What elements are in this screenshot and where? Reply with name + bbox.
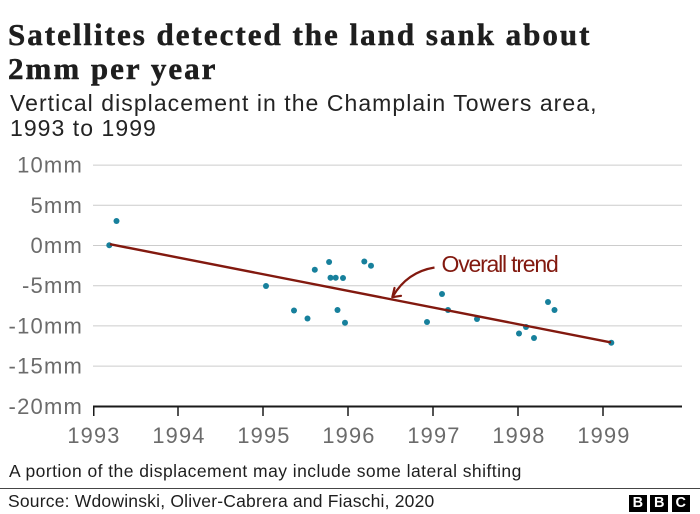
svg-text:5mm: 5mm <box>31 193 84 218</box>
svg-text:-20mm: -20mm <box>9 394 83 419</box>
svg-text:1998: 1998 <box>492 423 545 448</box>
svg-text:1993: 1993 <box>67 423 120 448</box>
svg-text:1999: 1999 <box>577 423 630 448</box>
svg-text:1994: 1994 <box>152 423 205 448</box>
svg-text:-5mm: -5mm <box>22 273 83 298</box>
svg-text:1995: 1995 <box>237 423 290 448</box>
svg-text:1997: 1997 <box>407 423 460 448</box>
svg-text:1996: 1996 <box>322 423 375 448</box>
svg-text:0mm: 0mm <box>31 233 84 258</box>
svg-text:-10mm: -10mm <box>9 313 83 338</box>
svg-text:Overall trend: Overall trend <box>442 251 558 277</box>
svg-text:10mm: 10mm <box>17 153 83 178</box>
svg-text:-15mm: -15mm <box>9 354 83 379</box>
